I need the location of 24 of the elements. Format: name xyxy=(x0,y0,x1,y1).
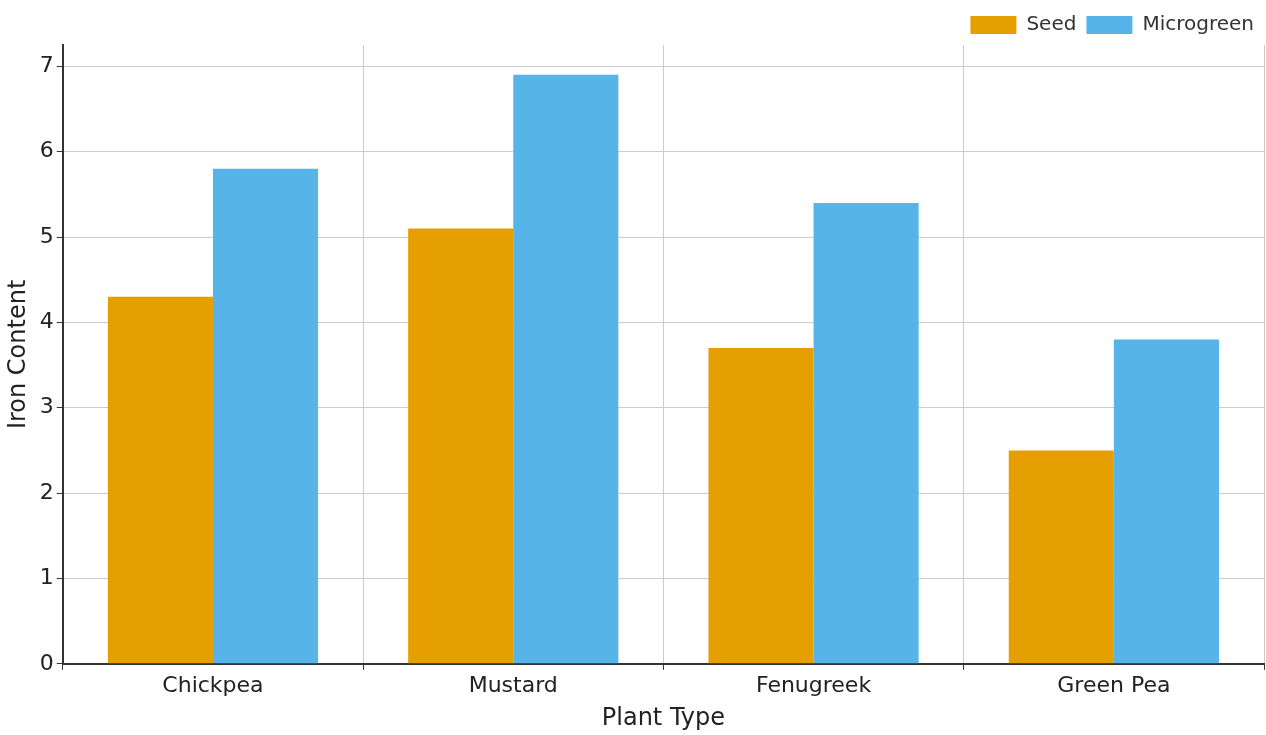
bar xyxy=(513,74,619,664)
bar xyxy=(813,202,919,664)
y-tick-label: 0 xyxy=(39,649,54,675)
y-tick-label: 3 xyxy=(39,393,54,419)
bar xyxy=(107,296,213,664)
x-tick-label: Green Pea xyxy=(1057,671,1171,697)
legend-label: Microgreen xyxy=(1142,11,1254,36)
x-tick-label: Mustard xyxy=(468,671,558,697)
bar xyxy=(212,168,319,664)
bar xyxy=(708,348,814,664)
bar xyxy=(408,228,514,664)
y-axis-title: Iron Content xyxy=(2,279,31,430)
y-tick-label: 1 xyxy=(39,564,54,590)
legend-label: Seed xyxy=(1026,11,1077,36)
y-tick-label: 6 xyxy=(39,137,54,163)
x-tick-label: Fenugreek xyxy=(755,671,872,697)
y-tick-label: 4 xyxy=(39,308,54,334)
y-tick-label: 7 xyxy=(39,52,54,78)
bar xyxy=(1008,450,1114,664)
x-axis-title: Plant Type xyxy=(601,702,726,731)
y-tick-label: 5 xyxy=(39,222,54,248)
x-tick-label: Chickpea xyxy=(162,671,264,697)
y-tick-label: 2 xyxy=(39,478,54,504)
bar xyxy=(1113,339,1219,664)
